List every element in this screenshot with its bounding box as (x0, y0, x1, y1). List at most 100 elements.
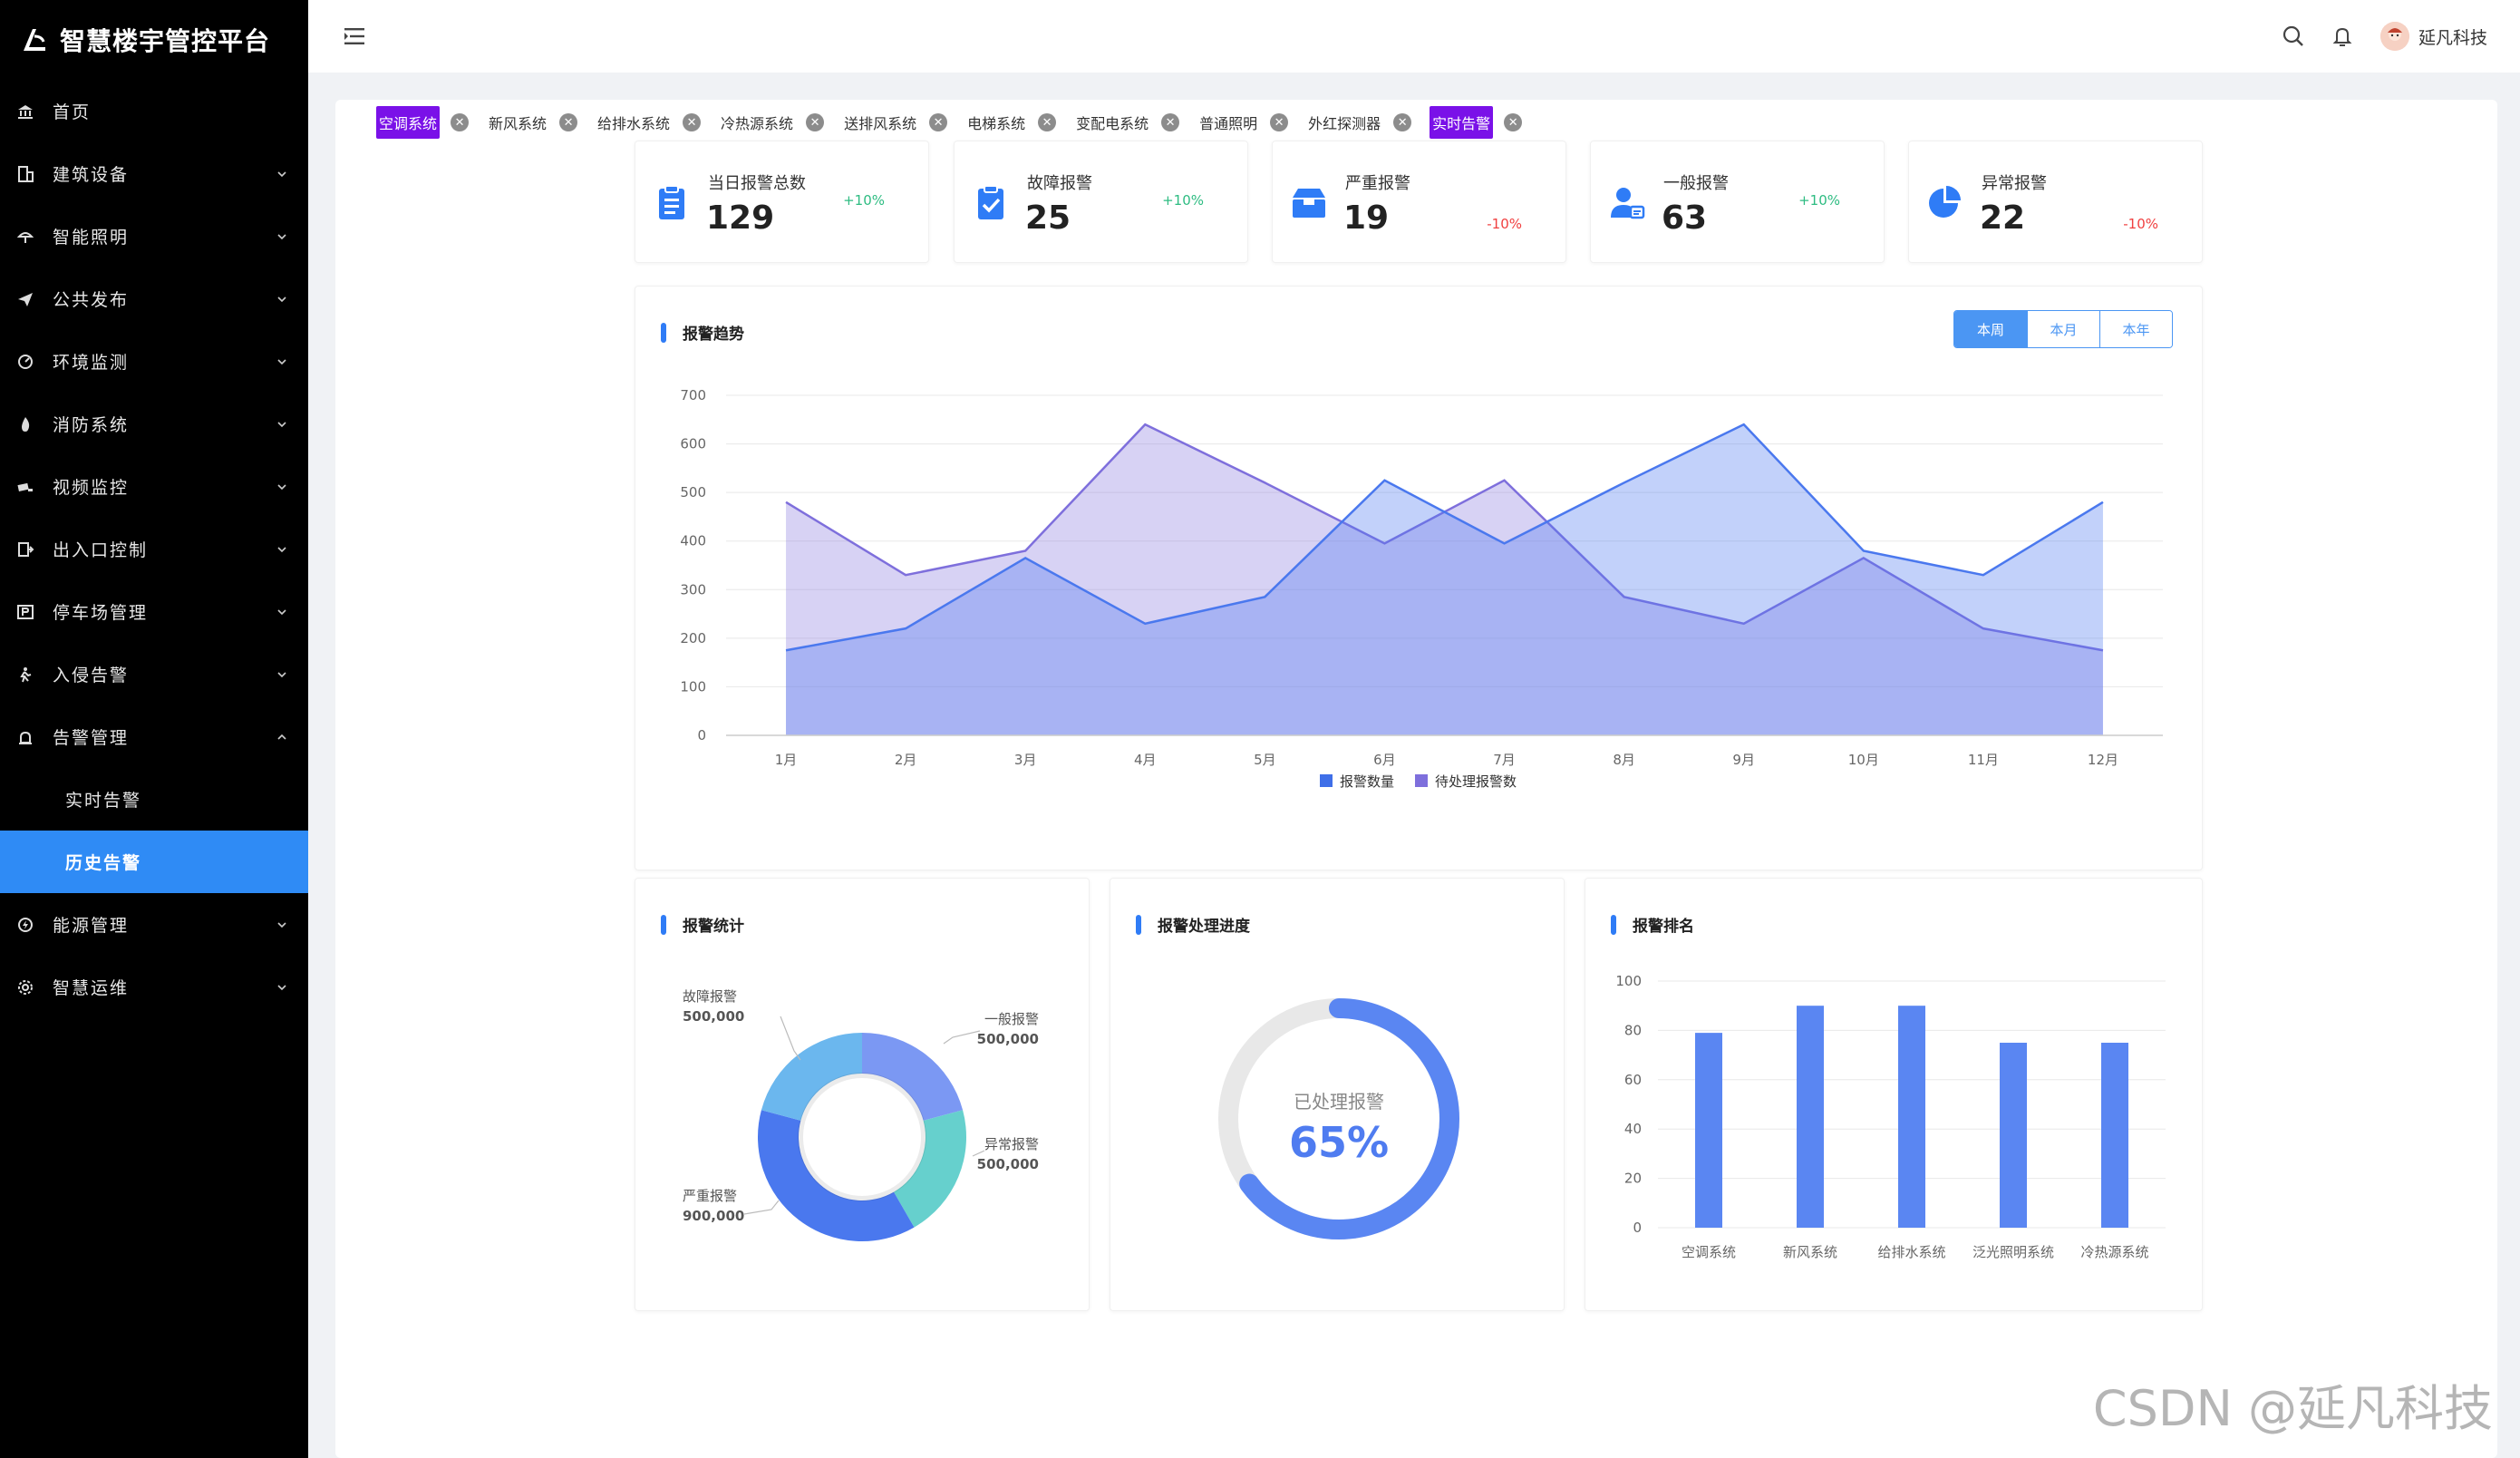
tab-label[interactable]: 给排水系统 (597, 115, 671, 132)
search-icon[interactable] (2281, 24, 2306, 49)
tab[interactable]: 空调系统 ✕ (376, 106, 470, 139)
period-button[interactable]: 本年 (2099, 311, 2172, 347)
tab[interactable]: 新风系统 ✕ (487, 106, 578, 139)
lamp-icon (15, 226, 36, 248)
menu-fold-icon[interactable] (341, 23, 368, 50)
label-leader-line (780, 1016, 801, 1061)
alarm-icon (15, 726, 36, 748)
gauge-progress-arc (1218, 998, 1459, 1239)
ranking-panel-title: 报警排名 (1611, 913, 1694, 936)
sidebar-item-label: 首页 (53, 102, 92, 122)
slice-label: 一般报警 (984, 1011, 1039, 1027)
avatar[interactable] (2379, 22, 2409, 51)
x-tick-label: 冷热源系统 (2080, 1244, 2148, 1260)
sidebar-subitem[interactable]: 历史告警 (0, 831, 308, 893)
sidebar-item[interactable]: 告警管理 (0, 705, 308, 768)
sidebar-item[interactable]: 消防系统 (0, 393, 308, 455)
close-icon[interactable]: ✕ (1270, 113, 1289, 131)
chevron-down-icon (277, 546, 286, 552)
label-leader-line (743, 1200, 780, 1215)
close-icon[interactable]: ✕ (683, 113, 702, 131)
sidebar-item[interactable]: 环境监测 (0, 330, 308, 393)
sidebar: 智慧楼宇管控平台 首页建筑设备 智能照明公共发布环境监测 消防系统 视频监控 出入口控制… (0, 0, 308, 1458)
close-icon[interactable]: ✕ (806, 113, 825, 131)
top-header: 延凡科技 (308, 0, 2520, 73)
sidebar-item[interactable]: 智慧运维 (0, 956, 308, 1018)
trend-chart: 0 100 200 300 400 500 600 700 1月 2月 3月 4月 5月 6月 7月 8月 9月… (680, 387, 2163, 790)
stat-trend: -10% (2123, 216, 2158, 232)
x-tick-label: 3月 (1014, 752, 1037, 768)
sidebar-item[interactable]: 首页 (0, 80, 308, 142)
sidebar-item-label: 告警管理 (53, 728, 130, 748)
stat-trend: +10% (1798, 192, 1840, 209)
y-tick-label: 40 (1624, 1121, 1642, 1137)
tab[interactable]: 送排风系统 ✕ (842, 106, 948, 139)
tab-label[interactable]: 实时告警 (1430, 106, 1494, 139)
slice-label: 故障报警 (683, 988, 737, 1005)
sidebar-item[interactable]: 出入口控制 (0, 518, 308, 580)
close-icon[interactable]: ✕ (1504, 113, 1523, 131)
x-tick-label: 10月 (1848, 752, 1879, 768)
sidebar-item[interactable]: 能源管理 (0, 893, 308, 956)
sidebar-item[interactable]: 公共发布 (0, 267, 308, 330)
tab-label[interactable]: 新风系统 (489, 115, 548, 132)
brand-title: 智慧楼宇管控平台 (60, 26, 271, 56)
username[interactable]: 延凡科技 (2418, 27, 2487, 48)
legend-label: 报警数量 (1340, 773, 1394, 790)
slice-label: 异常报警 (984, 1136, 1039, 1152)
intruder-icon (15, 664, 36, 685)
x-tick-label: 9月 (1732, 752, 1755, 768)
sidebar-item[interactable]: 入侵告警 (0, 643, 308, 705)
progress-panel: 报警处理进度 已处理报警 65% (1110, 878, 1565, 1311)
close-icon[interactable]: ✕ (1393, 113, 1412, 131)
close-icon[interactable]: ✕ (451, 113, 470, 131)
tab-label[interactable]: 冷热源系统 (721, 115, 794, 132)
chevron-down-icon (277, 170, 286, 177)
trend-panel-title: 报警趋势 (661, 321, 744, 344)
tab-label[interactable]: 电梯系统 (967, 115, 1026, 132)
stat-value: 19 (1343, 199, 1390, 237)
donut-slice (758, 1110, 915, 1241)
title-accent-bar (1611, 914, 1616, 935)
sidebar-item[interactable]: 视频监控 (0, 455, 308, 518)
x-tick-label: 12月 (2088, 752, 2118, 768)
ranking-bar-chart: 0 20 40 60 80 100 空调系统 新风系统 给排水系统 泛光照明系统 冷热源系统 (1615, 973, 2166, 1260)
chevron-down-icon (277, 671, 286, 677)
tab[interactable]: 外红探测器 ✕ (1306, 106, 1412, 139)
bar (1898, 1006, 1925, 1228)
tab[interactable]: 变配电系统 ✕ (1074, 106, 1180, 139)
period-button[interactable]: 本月 (2027, 311, 2099, 347)
clipboard-icon (659, 185, 684, 219)
avatar-face-icon (2379, 22, 2409, 51)
sidebar-subitem[interactable]: 实时告警 (65, 791, 142, 811)
tab[interactable]: 电梯系统 ✕ (965, 106, 1057, 139)
gauge-value: 65% (1289, 1118, 1389, 1167)
sidebar-item[interactable]: 停车场管理 (0, 580, 308, 643)
bell-icon[interactable] (2330, 24, 2355, 49)
tab-label[interactable]: 空调系统 (376, 106, 441, 139)
tab[interactable]: 普通照明 ✕ (1197, 106, 1289, 139)
stats-title-text: 报警统计 (683, 918, 744, 936)
bar (2000, 1043, 2027, 1228)
close-icon[interactable]: ✕ (1161, 113, 1180, 131)
sidebar-item-label: 公共发布 (53, 290, 130, 310)
sidebar-item[interactable]: 智能照明 (0, 205, 308, 267)
tab-label[interactable]: 变配电系统 (1076, 115, 1149, 132)
close-icon[interactable]: ✕ (929, 113, 948, 131)
tab-label[interactable]: 普通照明 (1199, 115, 1258, 132)
tab-label[interactable]: 外红探测器 (1308, 115, 1381, 132)
sidebar-menu: 首页建筑设备 智能照明公共发布环境监测 消防系统 视频监控 出入口控制 停车场管理入侵告警… (0, 80, 308, 1018)
close-icon[interactable]: ✕ (559, 113, 578, 131)
close-icon[interactable]: ✕ (1038, 113, 1057, 131)
tab-label[interactable]: 送排风系统 (844, 115, 917, 132)
y-tick-label: 80 (1624, 1022, 1642, 1038)
tab[interactable]: 实时告警 ✕ (1430, 106, 1523, 139)
label-leader-line (972, 1150, 985, 1157)
stat-trend: +10% (1162, 192, 1204, 209)
tab[interactable]: 给排水系统 ✕ (596, 106, 702, 139)
tab[interactable]: 冷热源系统 ✕ (719, 106, 825, 139)
sidebar-item-label: 入侵告警 (53, 666, 130, 685)
sidebar-item[interactable]: 建筑设备 (0, 142, 308, 205)
period-button[interactable]: 本周 (1954, 311, 2027, 347)
stat-label: 严重报警 (1345, 174, 1410, 193)
